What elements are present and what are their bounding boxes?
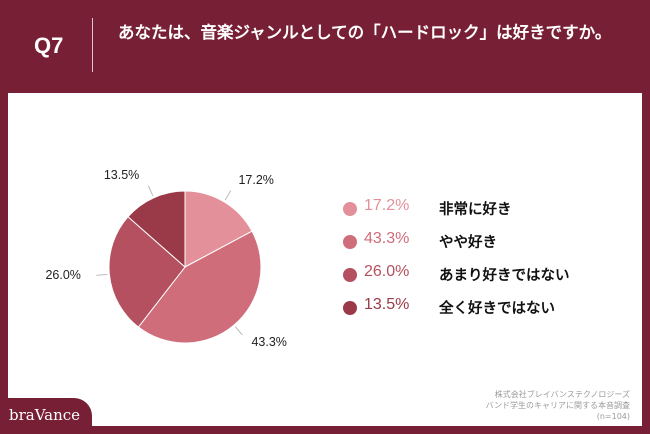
legend-item: 13.5% 全く好きではない [343,296,623,329]
legend-label: あまり好きではない [439,268,570,284]
source-company: 株式会社ブレイバンステクノロジーズ [494,390,630,399]
legend-percent: 26.0% [364,263,410,280]
legend-label: やや好き [439,235,497,251]
legend-item: 43.3% やや好き [343,230,623,263]
header-divider [92,18,93,72]
legend-dot [343,268,357,282]
pie-data-label: 26.0% [45,268,81,283]
legend-percent: 17.2% [364,197,410,214]
legend-percent: 43.3% [364,230,410,247]
brand-logo: braVance [9,406,81,424]
source-sample: (n=104) [596,412,630,421]
pie-slice [137,230,262,344]
leader-line [234,326,243,336]
pie-data-label: 13.5% [103,167,140,182]
pie-chart [96,185,262,344]
legend: 17.2% 非常に好き 43.3% やや好き 26.0% あまり好きではない 13.5% 全く… [343,197,623,329]
pie-slice [184,190,253,268]
pie-slice [108,216,186,328]
legend-dot [343,202,357,216]
legend-dot [343,235,357,249]
chart-panel: 17.2% 43.3% 26.0% 13.5% 17.2% 非常に好き 43.3% やや好き… [8,93,642,426]
header: Q7 あなたは、音楽ジャンルとしての「ハードロック」は好きですか。 [0,0,650,92]
legend-item: 26.0% あまり好きではない [343,263,623,296]
legend-dot [343,301,357,315]
legend-item: 17.2% 非常に好き [343,197,623,230]
question-text: あなたは、音楽ジャンルとしての「ハードロック」は好きですか。 [118,23,612,42]
brand-tab: braVance [0,398,92,434]
leader-line [96,273,108,276]
pie-data-label: 43.3% [251,335,287,350]
pie-data-label: 17.2% [238,173,274,188]
legend-percent: 13.5% [364,296,410,313]
leader-line [224,190,232,201]
source-survey: バンド学生のキャリアに関する本音調査 [485,401,630,410]
leader-line [147,185,154,197]
question-number: Q7 [34,33,64,58]
pie-slice [127,190,186,269]
legend-label: 非常に好き [439,202,512,218]
source-note: 株式会社ブレイバンステクノロジーズ バンド学生のキャリアに関する本音調査 (n=… [486,389,630,422]
legend-label: 全く好きではない [439,301,555,317]
